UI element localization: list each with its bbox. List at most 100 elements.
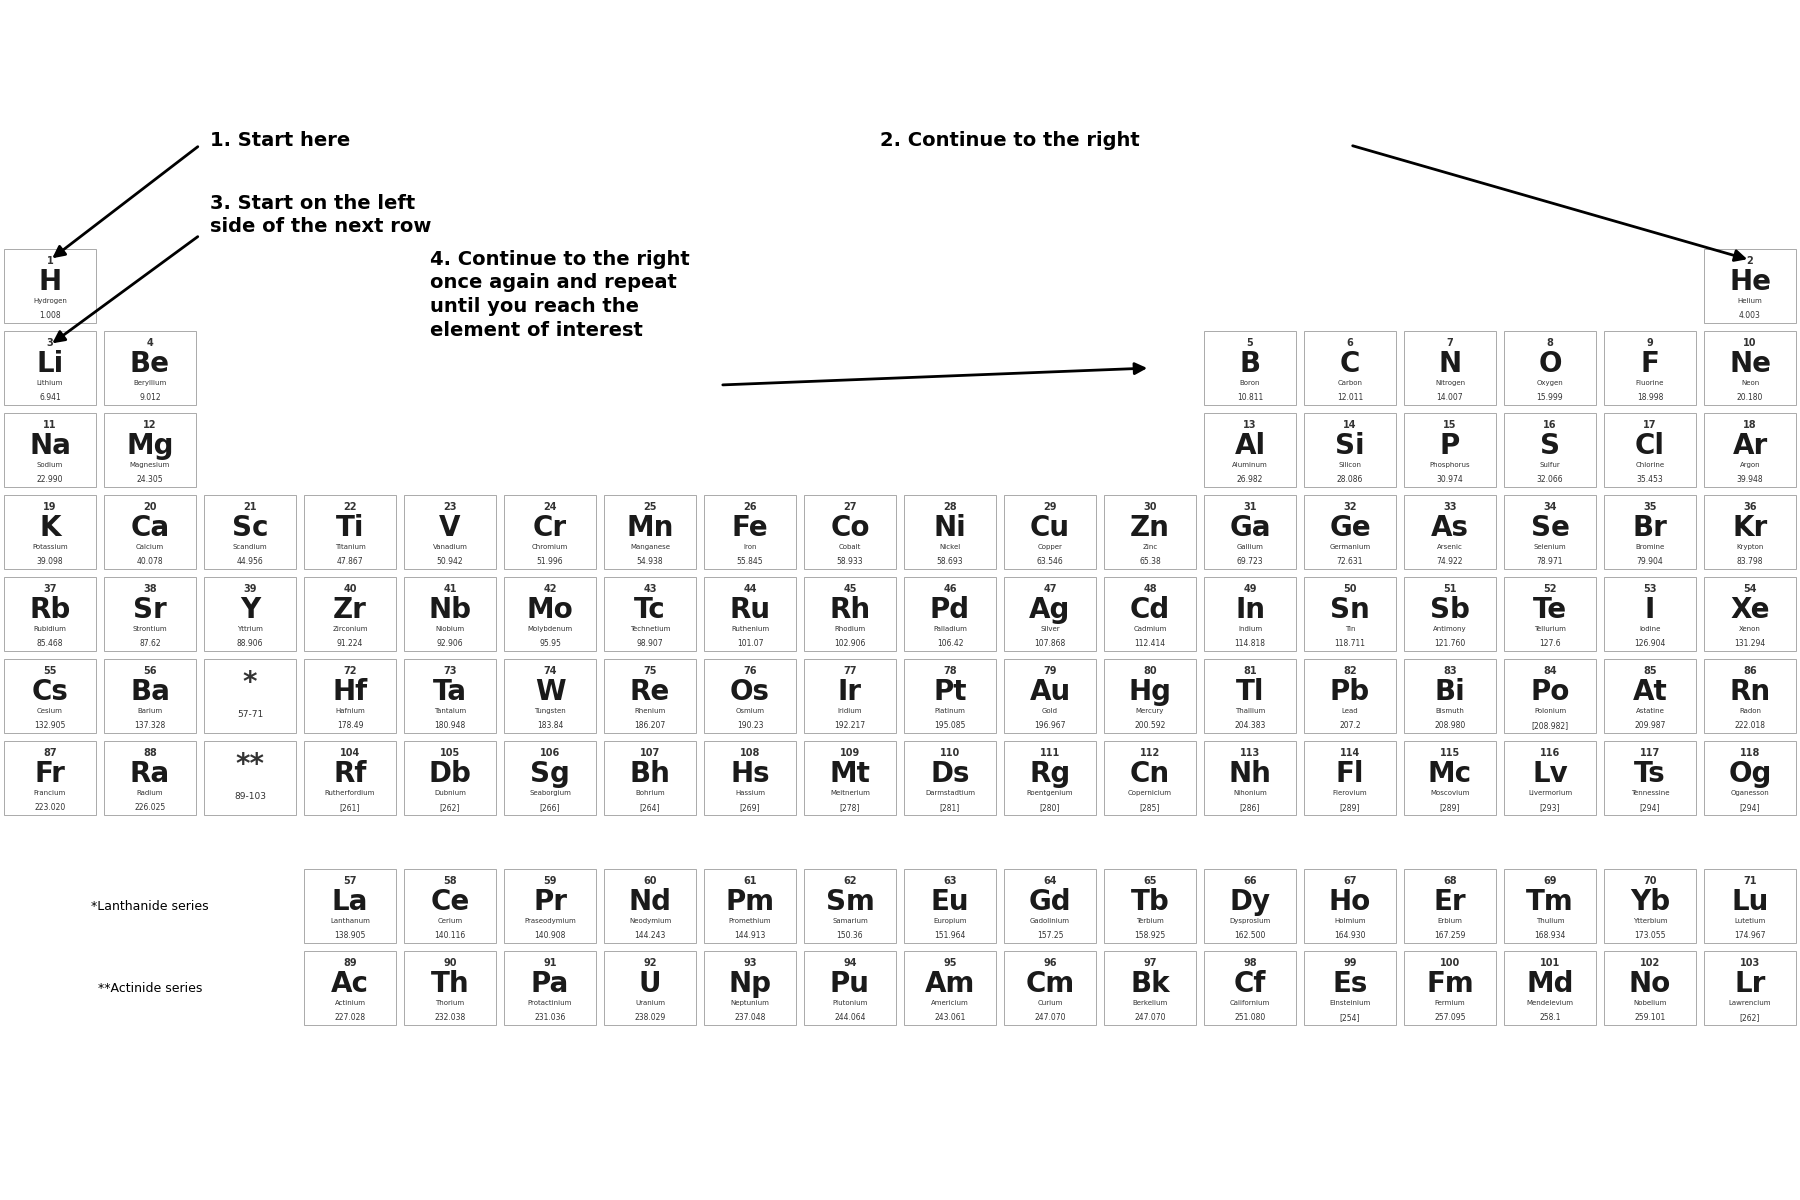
Bar — [904, 659, 995, 733]
Text: 93: 93 — [743, 958, 756, 968]
Bar — [504, 950, 596, 1025]
Text: 80: 80 — [1143, 666, 1157, 676]
Text: 98: 98 — [1244, 958, 1256, 968]
Text: 66: 66 — [1244, 876, 1256, 886]
Text: 58.933: 58.933 — [837, 557, 864, 566]
Text: Ac: Ac — [331, 970, 369, 997]
Text: Fr: Fr — [34, 760, 65, 787]
Text: [285]: [285] — [1139, 803, 1161, 812]
Text: Holmium: Holmium — [1334, 918, 1366, 924]
Text: 208.980: 208.980 — [1435, 721, 1465, 730]
Text: Sb: Sb — [1429, 595, 1471, 624]
Text: B: B — [1240, 349, 1260, 378]
Bar — [104, 740, 196, 815]
Text: 50.942: 50.942 — [437, 557, 463, 566]
Text: 55.845: 55.845 — [736, 557, 763, 566]
Text: Iron: Iron — [743, 544, 756, 550]
Text: Nh: Nh — [1229, 760, 1271, 787]
Text: Y: Y — [239, 595, 261, 624]
Text: 88: 88 — [144, 748, 157, 758]
Text: Radium: Radium — [137, 790, 164, 796]
Bar — [1404, 740, 1496, 815]
Text: Re: Re — [630, 678, 670, 706]
Text: Th: Th — [430, 970, 470, 997]
Bar — [1103, 494, 1195, 569]
Text: 72: 72 — [344, 666, 356, 676]
Text: 186.207: 186.207 — [634, 721, 666, 730]
Text: Ca: Ca — [130, 514, 169, 541]
Text: 70: 70 — [1643, 876, 1656, 886]
Text: Vanadium: Vanadium — [432, 544, 468, 550]
Text: Sodium: Sodium — [36, 462, 63, 468]
Text: 110: 110 — [940, 748, 959, 758]
Text: Gold: Gold — [1042, 708, 1058, 714]
Text: Lanthanum: Lanthanum — [329, 918, 371, 924]
Text: 39.098: 39.098 — [36, 557, 63, 566]
Bar — [605, 950, 697, 1025]
Text: 107.868: 107.868 — [1035, 640, 1066, 648]
Text: O: O — [1539, 349, 1562, 378]
Text: Polonium: Polonium — [1534, 708, 1566, 714]
Text: Bohrium: Bohrium — [635, 790, 664, 796]
Text: 243.061: 243.061 — [934, 1013, 965, 1022]
Bar — [504, 740, 596, 815]
Text: S: S — [1541, 432, 1561, 460]
Text: 105: 105 — [439, 748, 461, 758]
Text: Calcium: Calcium — [137, 544, 164, 550]
Text: 1.008: 1.008 — [40, 311, 61, 320]
Text: Te: Te — [1534, 595, 1568, 624]
Bar — [1303, 740, 1397, 815]
Text: 47: 47 — [1044, 584, 1057, 594]
Text: 24.305: 24.305 — [137, 475, 164, 484]
Text: 87: 87 — [43, 748, 58, 758]
Text: Cn: Cn — [1130, 760, 1170, 787]
Bar — [1705, 494, 1796, 569]
Bar — [403, 577, 497, 650]
Text: 28: 28 — [943, 502, 958, 512]
Text: Ru: Ru — [729, 595, 770, 624]
Text: Mo: Mo — [527, 595, 574, 624]
Text: Strontium: Strontium — [133, 626, 167, 631]
Text: 3. Start on the left
side of the next row: 3. Start on the left side of the next ro… — [211, 193, 432, 236]
Text: Sg: Sg — [529, 760, 571, 787]
Text: Bismuth: Bismuth — [1436, 708, 1465, 714]
Text: 79: 79 — [1044, 666, 1057, 676]
Text: 140.116: 140.116 — [434, 931, 466, 940]
Text: 144.243: 144.243 — [634, 931, 666, 940]
Text: 247.070: 247.070 — [1035, 1013, 1066, 1022]
Text: Aluminum: Aluminum — [1233, 462, 1267, 468]
Text: Nitrogen: Nitrogen — [1435, 379, 1465, 385]
Bar — [1505, 950, 1597, 1025]
Text: Barium: Barium — [137, 708, 162, 714]
Text: Gd: Gd — [1028, 888, 1071, 916]
Bar — [1505, 577, 1597, 650]
Text: Zirconium: Zirconium — [333, 626, 367, 631]
Text: 33: 33 — [1444, 502, 1456, 512]
Text: Os: Os — [731, 678, 770, 706]
Text: Tellurium: Tellurium — [1534, 626, 1566, 631]
Text: 27: 27 — [842, 502, 857, 512]
Bar — [1204, 869, 1296, 943]
Text: Ni: Ni — [934, 514, 967, 541]
Text: Thallium: Thallium — [1235, 708, 1265, 714]
Text: Titanium: Titanium — [335, 544, 365, 550]
Text: Rn: Rn — [1730, 678, 1771, 706]
Text: As: As — [1431, 514, 1469, 541]
Text: 4: 4 — [146, 338, 153, 348]
Text: Mercury: Mercury — [1136, 708, 1165, 714]
Text: Rhenium: Rhenium — [634, 708, 666, 714]
Text: 72.631: 72.631 — [1337, 557, 1363, 566]
Text: F: F — [1640, 349, 1660, 378]
Text: 78.971: 78.971 — [1537, 557, 1562, 566]
Text: Ce: Ce — [430, 888, 470, 916]
Text: [294]: [294] — [1741, 803, 1760, 812]
Bar — [1004, 577, 1096, 650]
Text: 63.546: 63.546 — [1037, 557, 1064, 566]
Text: 195.085: 195.085 — [934, 721, 965, 730]
Text: Platinum: Platinum — [934, 708, 965, 714]
Text: 25: 25 — [643, 502, 657, 512]
Text: Livermorium: Livermorium — [1528, 790, 1571, 796]
Text: I: I — [1645, 595, 1656, 624]
Text: Og: Og — [1728, 760, 1771, 787]
Text: 60: 60 — [643, 876, 657, 886]
